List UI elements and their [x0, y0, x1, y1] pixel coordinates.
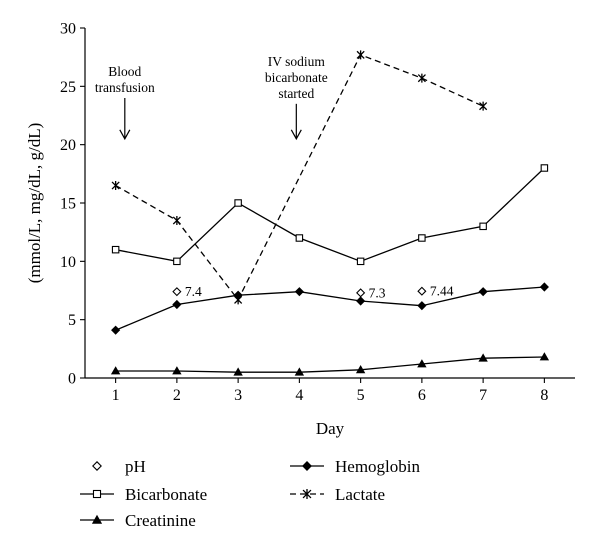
annotation-text: started — [278, 86, 314, 101]
bicarbonate-point — [173, 257, 181, 266]
bicarbonate-point — [295, 234, 304, 242]
y-tick-label: 25 — [60, 79, 76, 96]
bicarbonate-point — [111, 245, 120, 254]
legend-label: Lactate — [335, 485, 385, 504]
legend-marker — [91, 514, 103, 524]
hemoglobin-point — [539, 282, 549, 292]
bicarbonate-point — [479, 222, 487, 231]
creatinine-line — [115, 356, 545, 373]
x-tick-label: 8 — [540, 387, 548, 404]
legend-marker — [302, 461, 312, 471]
creatinine-point — [294, 367, 305, 376]
x-axis-label: Day — [316, 419, 345, 438]
axes: 0 5 10 15 20 25 30 1 2 3 4 5 6 7 8 — [60, 21, 575, 404]
bicarbonate-point — [356, 257, 365, 266]
hemoglobin-point — [111, 325, 121, 335]
ph-point — [172, 287, 182, 297]
bicarbonate-line — [115, 167, 545, 263]
x-tick-label: 6 — [418, 387, 426, 404]
legend-item-creatinine: Creatinine — [80, 511, 196, 530]
ph-data-label: 7.44 — [430, 284, 454, 299]
lactate-point — [172, 216, 181, 225]
ph-data-label: 7.3 — [369, 285, 386, 300]
lactate-point — [111, 181, 120, 190]
hemoglobin-point — [478, 287, 488, 297]
creatinine-point — [233, 367, 243, 376]
y-tick-label: 0 — [68, 371, 76, 388]
legend-marker — [92, 489, 102, 499]
hemoglobin-point — [356, 296, 366, 306]
legend-label: Creatinine — [125, 511, 196, 530]
lactate-point — [234, 295, 243, 305]
legend-marker — [302, 489, 312, 499]
x-tick-label: 7 — [479, 387, 487, 404]
legend-label: Bicarbonate — [125, 485, 207, 504]
legend-item-ph: pH — [92, 457, 146, 476]
annotation-arrow-head — [119, 129, 131, 141]
annotation-text: IV sodium — [268, 54, 326, 69]
legend-item-lactate: Lactate — [290, 485, 385, 504]
series-creatinine — [110, 352, 550, 376]
legend: pH Hemoglobin Bicarbonate Lactate Creatinine — [80, 457, 420, 530]
ph-point — [417, 286, 427, 296]
annotation-arrow-head — [290, 129, 302, 141]
y-tick-label: 5 — [68, 312, 76, 329]
series-lactate — [111, 50, 488, 305]
hemoglobin-point — [172, 299, 182, 310]
y-tick-label: 30 — [60, 21, 76, 38]
x-tick-label: 4 — [295, 387, 303, 404]
x-tick-label: 1 — [112, 387, 120, 404]
ph-point — [356, 288, 366, 298]
creatinine-point — [355, 365, 366, 374]
legend-label: pH — [125, 457, 146, 476]
bicarbonate-point — [234, 199, 242, 207]
lactate-line — [115, 53, 484, 302]
lactate-point — [479, 101, 488, 111]
creatinine-point — [539, 352, 550, 361]
ph-data-label: 7.4 — [185, 284, 202, 299]
legend-item-bicarbonate: Bicarbonate — [80, 485, 207, 504]
x-tick-label: 3 — [234, 387, 242, 404]
x-tick-label: 5 — [357, 387, 365, 404]
bicarbonate-point — [540, 164, 549, 172]
series-ph: 7.4 7.3 7.44 — [172, 284, 454, 300]
creatinine-point — [478, 353, 488, 362]
y-tick-label: 15 — [60, 196, 76, 213]
y-tick-label: 10 — [60, 254, 76, 271]
series-bicarbonate — [111, 164, 549, 266]
legend-item-hemoglobin: Hemoglobin — [290, 457, 420, 476]
hemoglobin-line — [115, 286, 545, 331]
lactate-point — [417, 73, 426, 83]
annotation-text: bicarbonate — [265, 70, 328, 85]
annotation-text: Blood — [108, 64, 141, 79]
lactate-point — [356, 50, 365, 60]
annotation-text: transfusion — [95, 80, 155, 95]
creatinine-point — [172, 366, 182, 375]
series-layer: 7.4 7.3 7.44 — [110, 50, 550, 376]
creatinine-point — [417, 359, 427, 368]
series-hemoglobin — [111, 282, 549, 335]
hemoglobin-point — [417, 301, 427, 311]
y-axis-label: (mmol/L, mg/dL, g/dL) — [25, 123, 44, 284]
x-tick-label: 2 — [173, 387, 181, 404]
hemoglobin-point — [294, 287, 304, 297]
legend-marker — [92, 461, 102, 471]
creatinine-point — [110, 366, 121, 375]
y-tick-label: 20 — [60, 137, 76, 154]
bicarbonate-point — [418, 234, 426, 242]
legend-label: Hemoglobin — [335, 457, 420, 476]
